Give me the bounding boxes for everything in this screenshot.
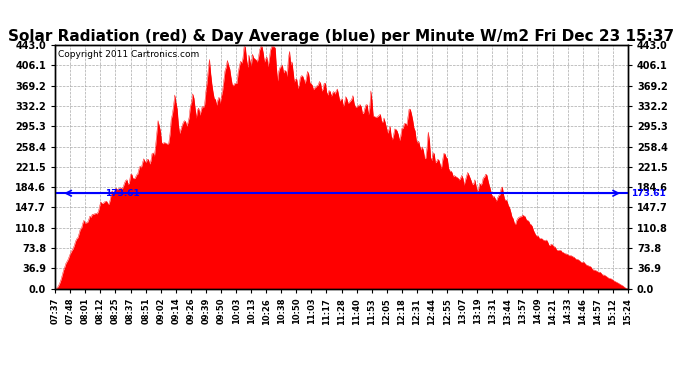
Text: 173.61: 173.61 — [631, 189, 666, 198]
Text: Copyright 2011 Cartronics.com: Copyright 2011 Cartronics.com — [58, 50, 199, 59]
Text: 173.61: 173.61 — [106, 189, 140, 198]
Title: Solar Radiation (red) & Day Average (blue) per Minute W/m2 Fri Dec 23 15:37: Solar Radiation (red) & Day Average (blu… — [8, 29, 675, 44]
